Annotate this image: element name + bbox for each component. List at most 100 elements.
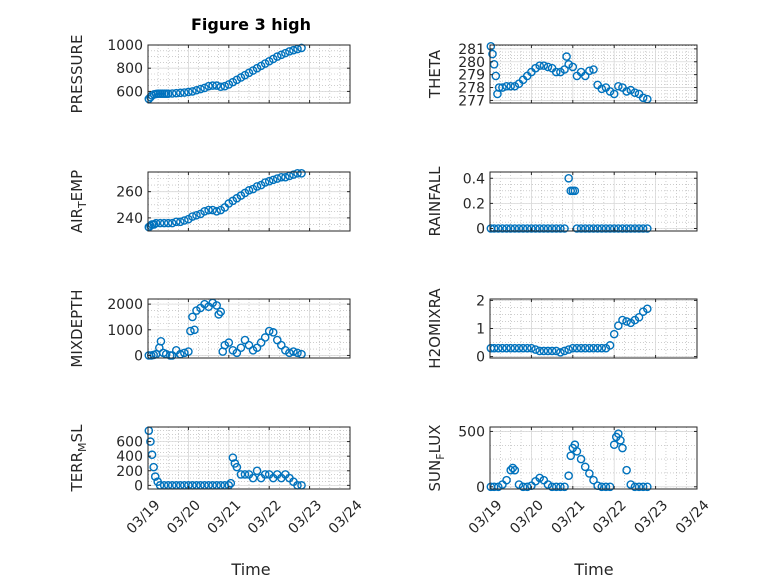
y-tick-label: 0 [134,348,143,364]
data-point [256,338,266,347]
data-point [281,172,290,182]
data-point [564,173,573,183]
data-point [489,343,499,353]
data-point [149,462,158,472]
y-tick-label: 500 [458,424,485,440]
y-tick-label: 279 [458,68,485,84]
axes-box [147,426,351,490]
y-tick-label: 240 [116,211,143,227]
data-point [547,346,557,356]
plot-area [148,172,350,231]
y-tick-label: 1000 [107,38,143,54]
data-point [506,343,516,353]
data-point [506,224,516,233]
y-tick-label: 200 [116,464,143,480]
y-tick-label: 400 [116,449,143,465]
data-point [522,224,532,233]
data-point [192,210,201,220]
data-point [297,169,306,178]
data-point [208,81,217,90]
data-point [224,338,234,347]
y-tick-label: 600 [116,435,143,451]
data-point [502,224,511,233]
data-point [502,475,511,485]
data-point [630,88,640,97]
data-point [618,224,627,233]
data-point [614,81,623,91]
data-point [163,218,173,228]
data-point [171,88,181,98]
data-point [264,326,274,336]
data-point [289,170,298,179]
subplot-4: 0 0.2 0.4 RAINFALL [426,166,698,237]
data-point [226,478,236,488]
subplot-6: 0 1 2 H2OMIXRA [426,288,698,369]
data-point [510,465,520,475]
data-point [514,343,524,353]
data-point [180,216,189,225]
data-point [634,312,644,322]
data-point [601,224,611,233]
y-axis-label: THETA [426,49,444,99]
data-point [535,61,544,70]
data-point [518,482,528,492]
data-point [510,224,520,233]
data-point [293,169,302,178]
y-tick-label: 800 [116,61,143,77]
data-point [196,84,205,94]
data-point [188,312,197,322]
data-point [609,440,619,450]
data-point [539,61,549,70]
data-point [486,41,496,51]
data-point [493,224,503,233]
x-axis-label-right: Time [573,560,613,579]
data-point [216,307,226,317]
data-point [190,325,199,335]
data-point [543,62,553,72]
y-axis-label: AIRTEMP [68,170,89,233]
data-point [159,218,169,228]
data-point [564,345,573,354]
data-point [508,463,518,473]
data-point [585,343,594,353]
data-point [502,81,511,91]
data-point [493,343,503,353]
data-point [493,482,503,492]
y-tick-label: 280 [458,55,485,71]
data-point [277,172,286,182]
data-point [232,462,242,472]
data-point [622,465,631,475]
data-point [539,346,549,356]
data-point [186,326,195,336]
data-point [597,343,607,353]
data-point [576,454,586,464]
y-tick-label: 1000 [107,323,143,339]
data-point [580,343,590,353]
y-tick-label: 1 [476,322,485,338]
data-point [618,443,627,453]
data-point [518,343,528,353]
data-point [514,224,524,233]
y-tick-label: 0 [134,478,143,494]
subplot-5: 0 1000 2000 MIXDEPTH [68,289,351,368]
data-point [560,482,569,492]
y-tick-label: 278 [458,81,485,97]
data-point [498,224,507,233]
data-point [556,348,565,357]
data-point [543,224,553,233]
y-axis-label: MIXDEPTH [68,289,86,367]
data-point [200,83,209,93]
y-axis-label: PRESSURE [68,35,86,114]
data-point [204,205,213,215]
data-point [522,482,532,492]
subplot-7: 03/19 03/20 03/21 03/22 03/23 03/240200400600… [68,424,366,537]
data-point [184,87,193,97]
axes-box [489,44,698,104]
data-point [551,67,561,77]
data-point [176,217,185,227]
data-point [167,218,177,228]
y-tick-label: 281 [458,42,485,58]
axes-box [147,298,351,359]
data-point [580,462,590,472]
y-axis-label: TERRMSL [68,424,89,493]
